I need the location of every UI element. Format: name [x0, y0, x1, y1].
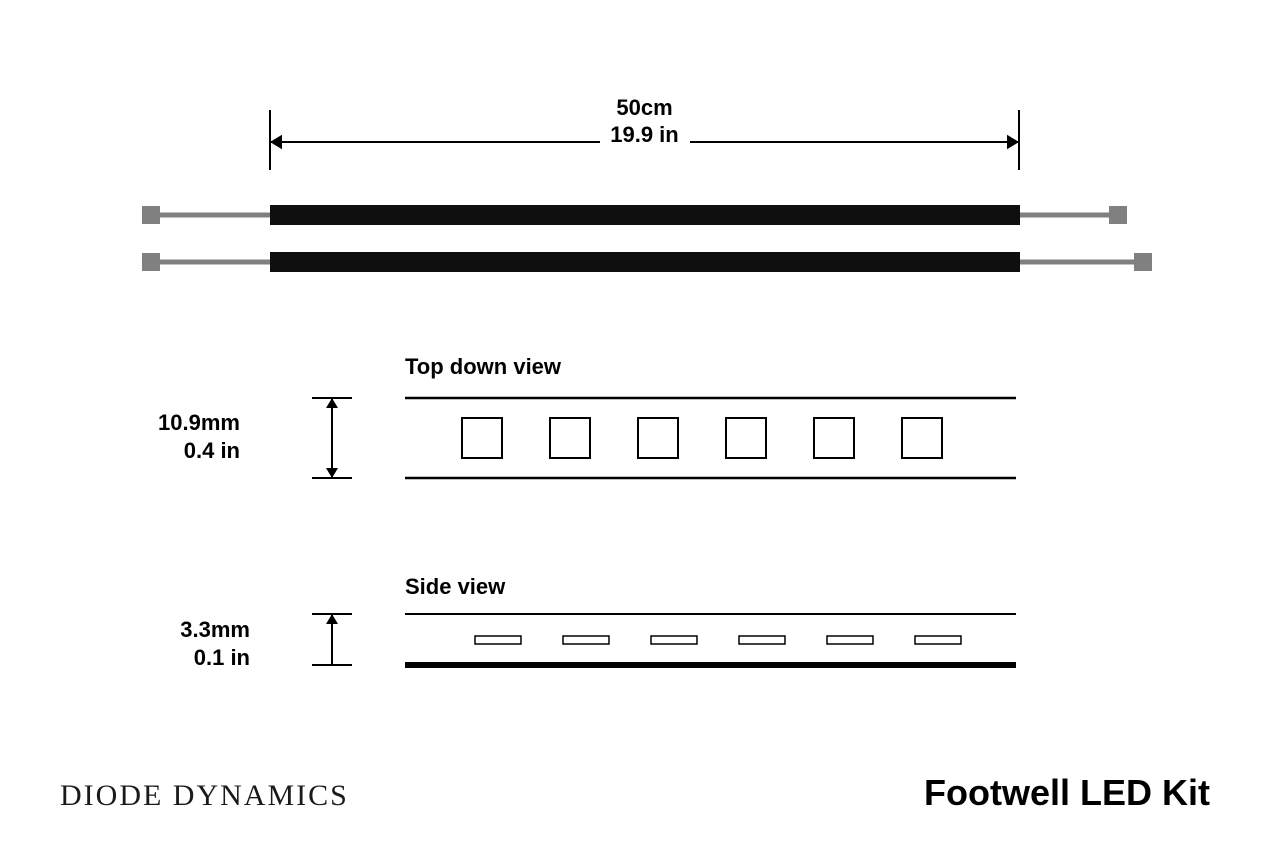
length-arrowhead-right	[1007, 135, 1019, 149]
side-view-led-3	[651, 636, 697, 644]
top-view-dim-metric: 10.9mm	[158, 410, 240, 435]
side-view-led-5	[827, 636, 873, 644]
strip-body-1	[270, 205, 1020, 225]
strip-connector-right-1	[1109, 206, 1127, 224]
strip-wire-left-2	[160, 260, 270, 265]
side-view-label: Side view	[405, 574, 506, 599]
strip-body-2	[270, 252, 1020, 272]
strip-wire-right-1	[1019, 213, 1109, 218]
top-view-led-6	[902, 418, 942, 458]
top-view-led-1	[462, 418, 502, 458]
top-view-arrowhead-down	[326, 468, 338, 478]
brand-name: DIODE DYNAMICS	[60, 779, 349, 812]
strip-wire-right-2	[1019, 260, 1134, 265]
strip-connector-left-1	[142, 206, 160, 224]
top-view-led-2	[550, 418, 590, 458]
side-view-led-4	[739, 636, 785, 644]
side-view-dim-metric: 3.3mm	[180, 617, 250, 642]
strip-wire-left-1	[160, 213, 270, 218]
length-arrowhead-left	[270, 135, 282, 149]
side-view-led-6	[915, 636, 961, 644]
side-view-led-1	[475, 636, 521, 644]
length-imperial: 19.9 in	[610, 122, 678, 147]
length-metric: 50cm	[616, 95, 672, 120]
top-view-led-4	[726, 418, 766, 458]
strip-connector-left-2	[142, 253, 160, 271]
side-view-led-2	[563, 636, 609, 644]
top-view-led-5	[814, 418, 854, 458]
top-view-arrowhead-up	[326, 398, 338, 408]
top-view-led-3	[638, 418, 678, 458]
side-view-arrowhead-up	[326, 614, 338, 624]
side-view-dim-imperial: 0.1 in	[194, 645, 250, 670]
top-view-dim-imperial: 0.4 in	[184, 438, 240, 463]
top-view-label: Top down view	[405, 354, 562, 379]
strip-connector-right-2	[1134, 253, 1152, 271]
product-title: Footwell LED Kit	[924, 772, 1210, 813]
